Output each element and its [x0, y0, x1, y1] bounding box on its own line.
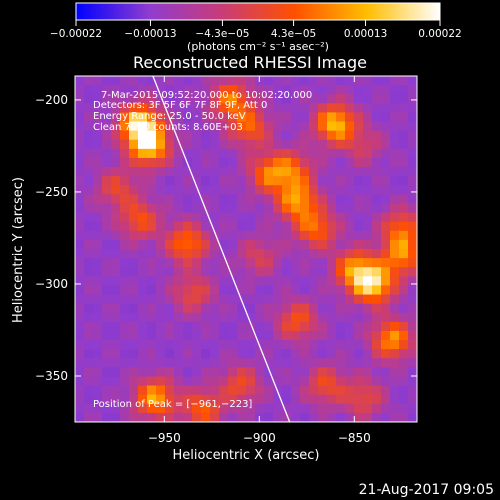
x-tick-label: −950	[148, 431, 181, 445]
annotation-time-range: 7-Mar-2015 09:52:20.000 to 10:02:20.000	[101, 90, 312, 101]
y-tick-label: −200	[35, 93, 68, 107]
plot-frame	[74, 75, 418, 423]
heatmap-image	[75, 76, 417, 422]
annotation-detectors: Detectors: 3F 5F 6F 7F 8F 9F, Att 0	[93, 100, 267, 111]
y-tick-label: −300	[35, 277, 68, 291]
y-tick-label: −350	[35, 369, 68, 383]
x-axis-label: Heliocentric X (arcsec)	[173, 448, 320, 463]
colorbar-label: (photons cm⁻² s⁻¹ asec⁻²)	[187, 40, 329, 53]
solar-limb-line	[152, 76, 291, 422]
colorbar-tick-label: 0.00022	[418, 28, 461, 40]
x-axis-ticks: −950 −900 −850	[148, 76, 371, 445]
annotation-peak-position: Position of Peak = [−961,−223]	[93, 399, 252, 410]
colorbar: −0.00022 −0.00013 −4.3e−05 4.3e−05 0.00013 0.…	[50, 2, 462, 53]
annotation-block: 7-Mar-2015 09:52:20.000 to 10:02:20.000 …	[93, 90, 312, 410]
plot-date: 21-Aug-2017 09:05	[358, 482, 494, 498]
annotation-energy-range: Energy Range: 25.0 - 50.0 keV	[93, 111, 246, 122]
colorbar-tick-label: 0.00013	[344, 28, 387, 40]
y-tick-label: −250	[35, 185, 68, 199]
x-tick-label: −900	[243, 431, 276, 445]
x-tick-label: −850	[338, 431, 371, 445]
annotation-clean: Clean 7000 counts: 8.60E+03	[93, 122, 243, 133]
y-axis-label: Heliocentric Y (arcsec)	[11, 177, 26, 323]
chart-title: Reconstructed RHESSI Image	[133, 53, 367, 72]
colorbar-ticks: −0.00022 −0.00013 −4.3e−05 4.3e−05 0.00013 0.…	[50, 20, 462, 40]
plot-area	[75, 76, 417, 422]
colorbar-tick-label: −0.00013	[124, 28, 176, 40]
colorbar-tick-label: 4.3e−05	[271, 28, 316, 40]
colorbar-tick-label: −4.3e−05	[195, 28, 249, 40]
colorbar-tick-label: −0.00022	[50, 28, 102, 40]
y-axis-ticks: −200 −250 −300 −350	[35, 93, 417, 383]
colorbar-gradient	[75, 2, 441, 21]
